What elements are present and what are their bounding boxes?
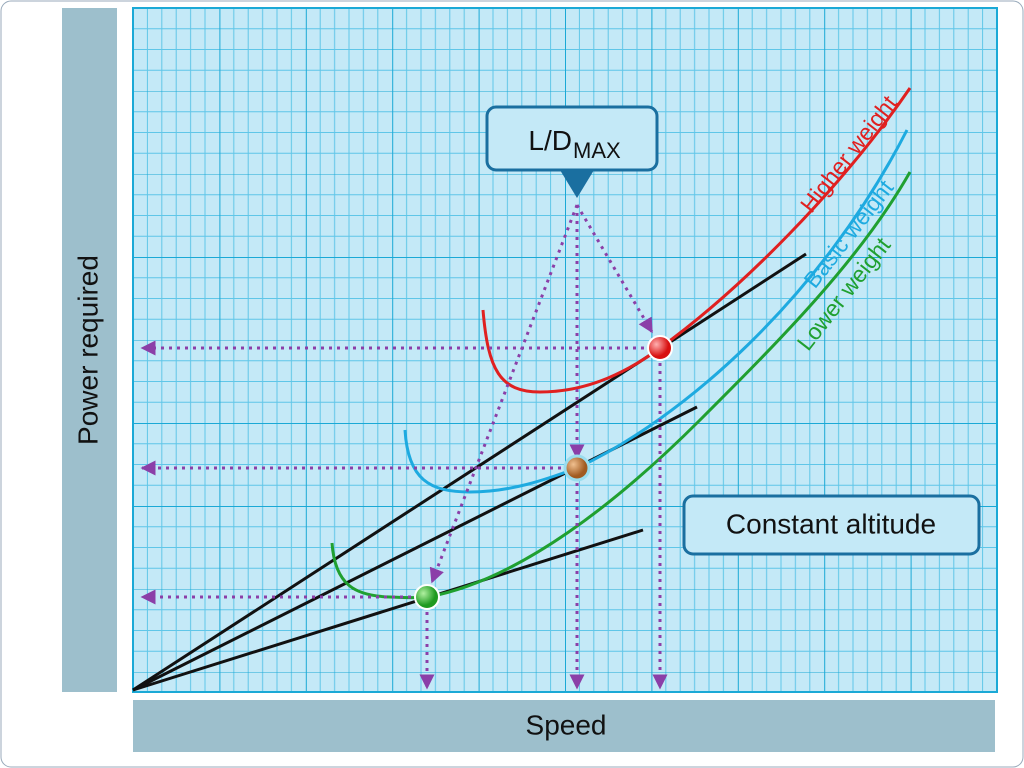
- callout-label: L/D: [528, 125, 572, 156]
- note-box: [682, 494, 981, 556]
- y-axis-label: Power required: [72, 255, 103, 445]
- point: [414, 584, 440, 610]
- point: [647, 335, 673, 361]
- point: [563, 454, 591, 482]
- note: Constant altitude: [726, 508, 936, 539]
- callout-pointer: [560, 170, 594, 198]
- callout-subscript: MAX: [573, 138, 621, 163]
- x-axis-label: Speed: [526, 709, 607, 740]
- y-axis-bar: [62, 8, 117, 692]
- callout-box: [485, 105, 659, 172]
- dotted-arrows: [140, 204, 668, 690]
- x-axis-bar: [133, 700, 995, 752]
